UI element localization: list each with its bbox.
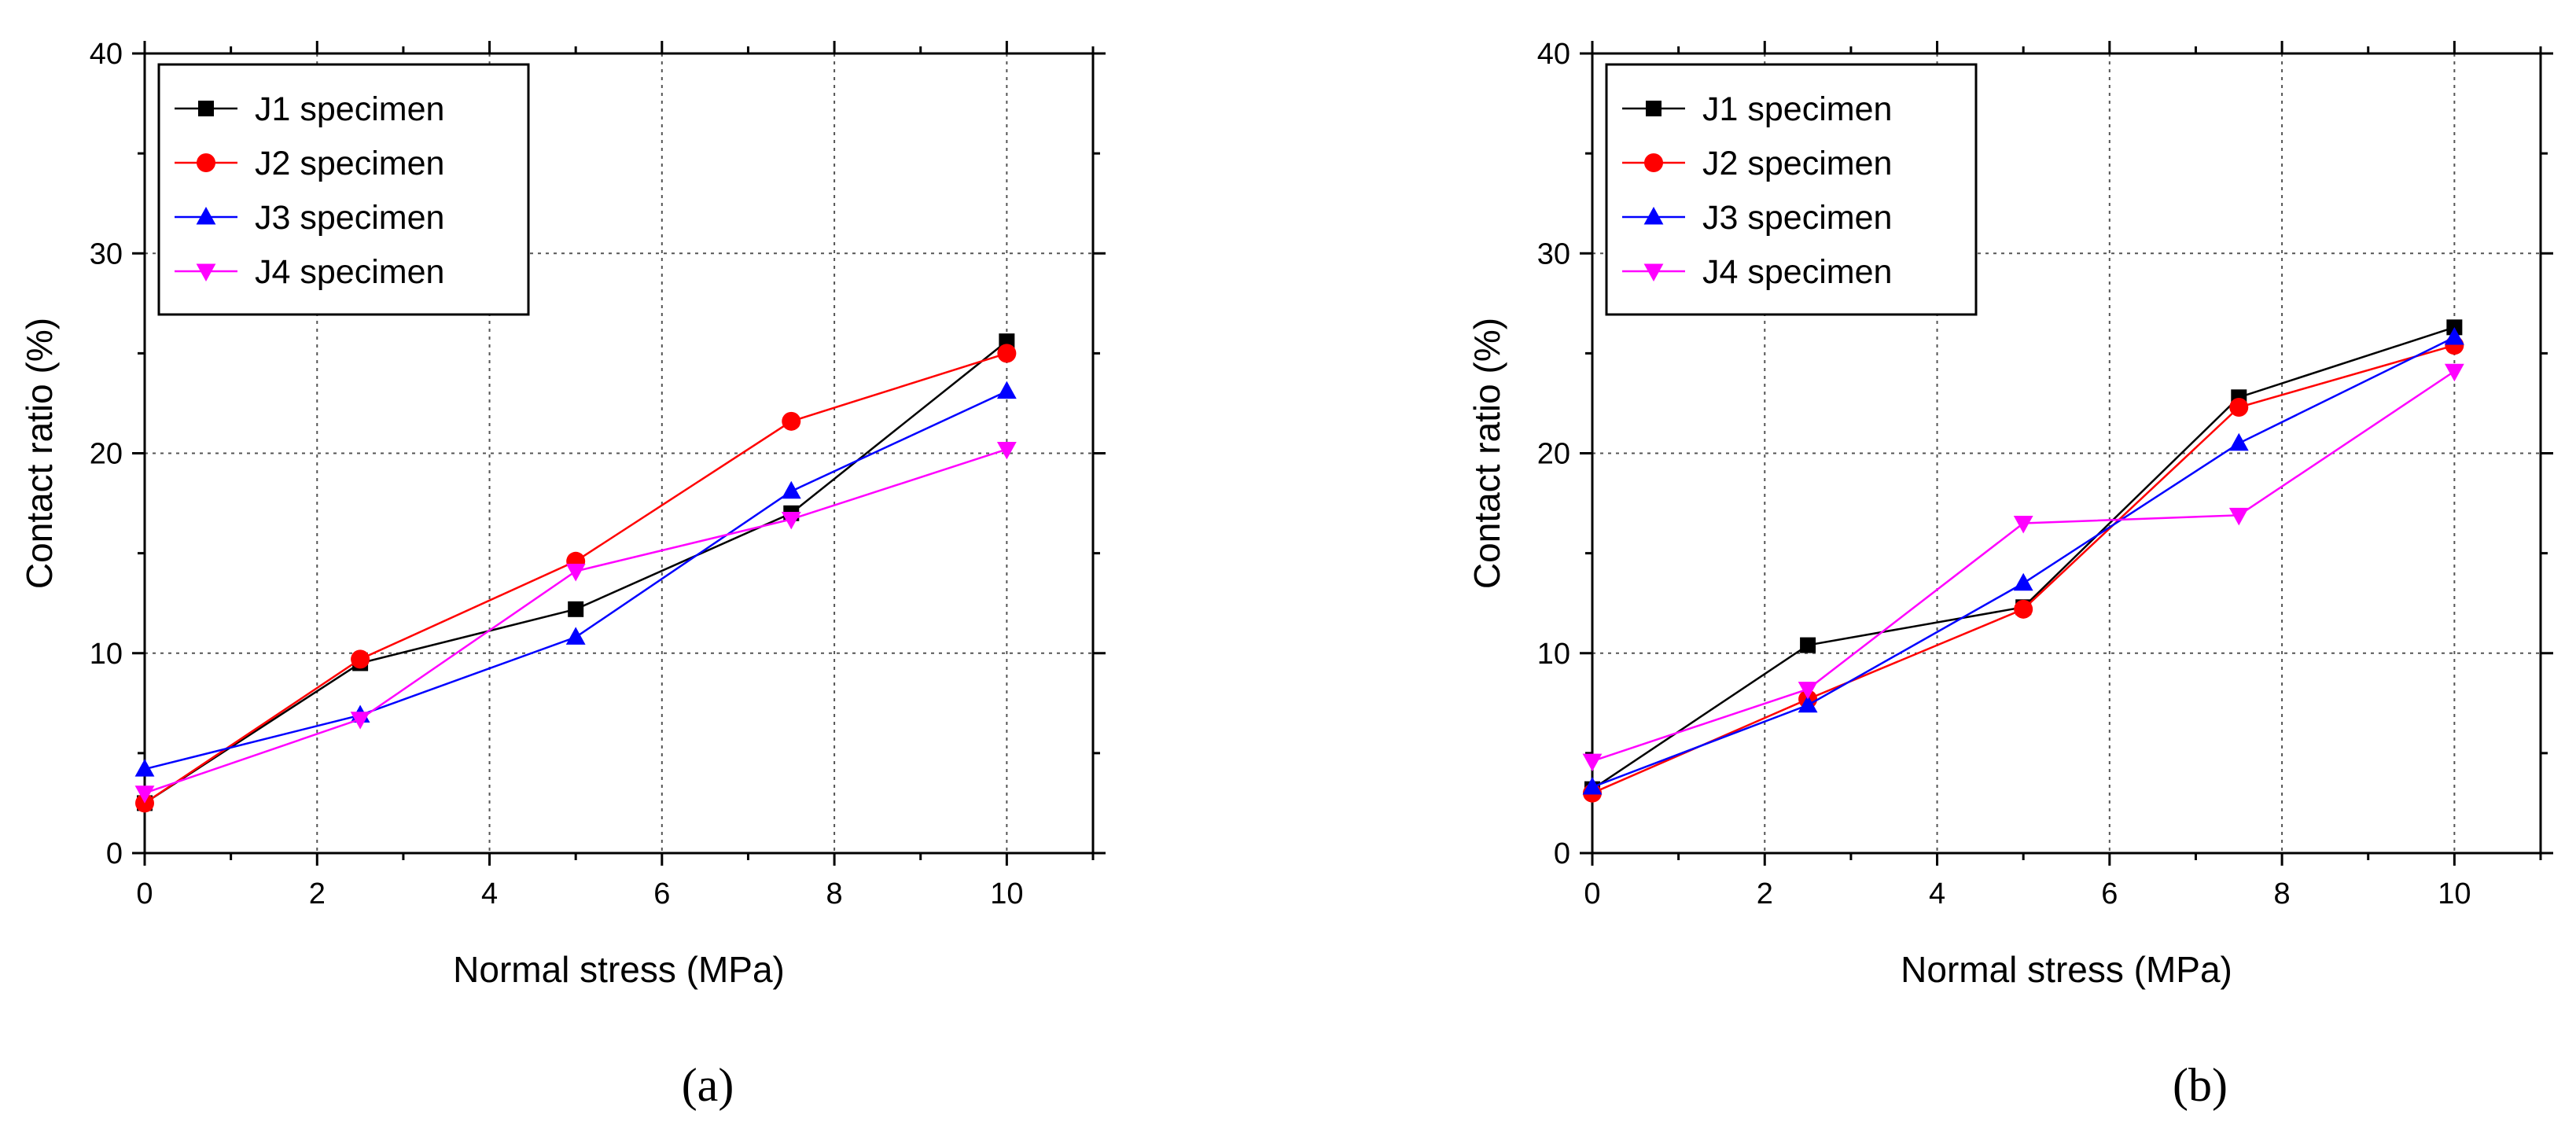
data-point xyxy=(1582,777,1603,795)
legend-label: J1 specimen xyxy=(255,90,444,128)
legend-label: J2 specimen xyxy=(1702,145,1892,182)
data-point xyxy=(2013,572,2033,591)
data-point xyxy=(2444,363,2464,382)
series-2 xyxy=(135,344,1017,813)
chart-panel-b: 0 2 4 6 8 10 0 10 20 30 40 Normal stress (MPa) Conta… xyxy=(1466,38,2553,1111)
data-point xyxy=(565,627,586,645)
legend-item: J3 specimen xyxy=(1622,199,1892,237)
data-point xyxy=(568,601,584,617)
chart-panel-a: 0 2 4 6 8 10 0 10 20 30 40 Normal stress (MPa) Conta… xyxy=(19,38,1106,1111)
data-point xyxy=(2229,398,2249,418)
data-point xyxy=(996,441,1017,460)
legend-item: J2 specimen xyxy=(1622,145,1892,182)
y-tick-label: 0 xyxy=(106,837,123,870)
series-3 xyxy=(1582,327,2464,795)
legend-label: J3 specimen xyxy=(1702,199,1892,237)
x-tick-label: 8 xyxy=(826,877,843,910)
data-point xyxy=(781,480,801,499)
x-tick-label: 10 xyxy=(2438,877,2471,910)
y-axis-label: Contact ratio (%) xyxy=(1466,318,1507,589)
x-tick-label: 0 xyxy=(136,877,153,910)
legend-item: J1 specimen xyxy=(1622,90,1892,128)
legend-marker xyxy=(196,206,216,225)
legend-marker xyxy=(196,263,216,282)
data-point xyxy=(2013,516,2033,534)
legend-box xyxy=(1605,63,1978,316)
data-point xyxy=(782,411,801,431)
legend-label: J1 specimen xyxy=(1702,90,1892,128)
series-4 xyxy=(134,441,1017,804)
legend-item: J4 specimen xyxy=(1622,253,1892,291)
data-point xyxy=(134,759,155,777)
legend-marker xyxy=(1643,206,1664,225)
panel-label: (b) xyxy=(2173,1059,2228,1111)
data-point xyxy=(351,649,370,669)
legend-label: J2 specimen xyxy=(255,145,444,182)
data-point xyxy=(565,564,586,582)
x-axis-label: Normal stress (MPa) xyxy=(453,949,785,990)
legend-marker xyxy=(197,153,215,172)
data-point xyxy=(1798,694,1818,713)
data-point xyxy=(1798,682,1818,700)
legend-marker xyxy=(1643,263,1664,282)
legend-item: J4 specimen xyxy=(175,253,444,291)
legend-label: J4 specimen xyxy=(255,253,444,291)
y-tick-label: 40 xyxy=(90,38,123,71)
data-point xyxy=(2228,507,2249,526)
data-point xyxy=(997,344,1017,363)
data-point xyxy=(996,381,1017,399)
data-point xyxy=(781,511,801,530)
legend-marker xyxy=(1646,101,1662,116)
x-tick-label: 2 xyxy=(1757,877,1773,910)
y-tick-label: 10 xyxy=(90,638,123,671)
series-4 xyxy=(1582,363,2464,772)
x-tick-label: 6 xyxy=(2101,877,2118,910)
legend-label: J3 specimen xyxy=(255,199,444,237)
data-point xyxy=(350,712,370,730)
legend-marker xyxy=(198,101,214,116)
y-tick-label: 30 xyxy=(1537,237,1570,270)
y-tick-label: 20 xyxy=(1537,438,1570,471)
legend-label: J4 specimen xyxy=(1702,253,1892,291)
x-tick-label: 2 xyxy=(309,877,326,910)
data-point xyxy=(1582,753,1603,772)
y-axis-label: Contact ratio (%) xyxy=(19,318,60,589)
x-axis-label: Normal stress (MPa) xyxy=(1901,949,2232,990)
y-tick-label: 20 xyxy=(90,438,123,471)
x-tick-label: 4 xyxy=(1929,877,1945,910)
x-tick-label: 6 xyxy=(653,877,670,910)
y-tick-label: 40 xyxy=(1537,38,1570,71)
legend: J1 specimen J2 specimen J3 specimen J4 spec… xyxy=(1605,63,1978,316)
x-tick-label: 8 xyxy=(2274,877,2291,910)
y-tick-label: 30 xyxy=(90,237,123,270)
data-point xyxy=(2014,599,2033,619)
x-tick-label: 4 xyxy=(481,877,498,910)
legend-item: J2 specimen xyxy=(175,145,444,182)
data-point xyxy=(2228,432,2249,451)
panel-label: (a) xyxy=(682,1059,734,1111)
legend: J1 specimen J2 specimen J3 specimen J4 spec… xyxy=(157,63,530,316)
legend-item: J1 specimen xyxy=(175,90,444,128)
data-point xyxy=(1800,637,1816,653)
y-tick-label: 0 xyxy=(1554,837,1570,870)
legend-marker xyxy=(1644,153,1663,172)
legend-box xyxy=(157,63,530,316)
data-point xyxy=(2444,327,2464,345)
legend-item: J3 specimen xyxy=(175,199,444,237)
x-tick-label: 0 xyxy=(1584,877,1600,910)
x-tick-label: 10 xyxy=(990,877,1023,910)
y-tick-label: 10 xyxy=(1537,638,1570,671)
data-point xyxy=(134,785,155,804)
